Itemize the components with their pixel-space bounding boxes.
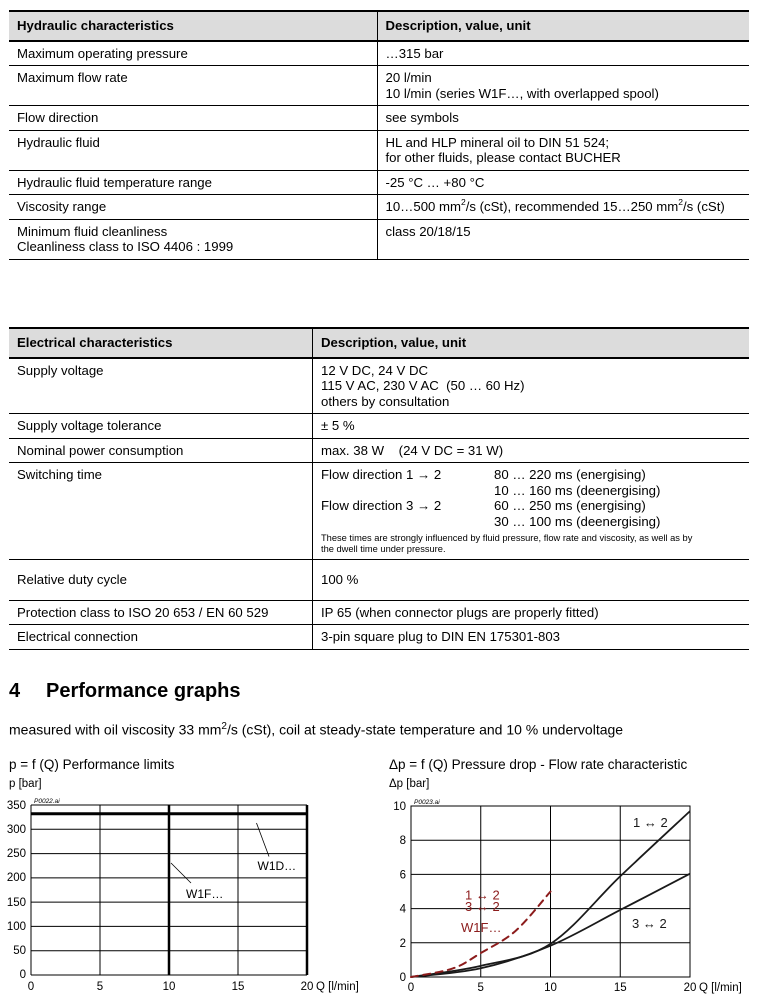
svg-text:W1D…: W1D… (258, 859, 297, 873)
svg-text:150: 150 (7, 897, 26, 909)
svg-text:5: 5 (478, 982, 484, 994)
svg-text:Q [l/min]: Q [l/min] (699, 982, 742, 994)
svg-text:0: 0 (28, 981, 34, 993)
svg-text:8: 8 (400, 835, 406, 847)
svg-text:50: 50 (13, 945, 26, 957)
svg-text:300: 300 (7, 824, 26, 836)
svg-text:3 ↔ 2: 3 ↔ 2 (632, 916, 667, 931)
svg-text:20: 20 (684, 982, 697, 994)
svg-text:Q [l/min]: Q [l/min] (316, 981, 359, 993)
svg-text:350: 350 (7, 800, 26, 812)
svg-text:2: 2 (400, 938, 406, 950)
svg-text:0: 0 (20, 969, 26, 981)
svg-text:3 ↔ 2: 3 ↔ 2 (465, 899, 500, 914)
svg-text:200: 200 (7, 872, 26, 884)
svg-text:10: 10 (163, 981, 176, 993)
svg-text:10: 10 (393, 801, 406, 813)
svg-text:0: 0 (408, 982, 414, 994)
svg-text:10: 10 (544, 982, 557, 994)
svg-text:1 ↔ 2: 1 ↔ 2 (633, 815, 668, 830)
svg-text:0: 0 (400, 972, 406, 984)
svg-text:4: 4 (400, 904, 407, 916)
svg-text:20: 20 (301, 981, 314, 993)
svg-text:5: 5 (97, 981, 103, 993)
svg-text:6: 6 (400, 869, 406, 881)
svg-text:100: 100 (7, 921, 26, 933)
svg-text:W1F…: W1F… (186, 887, 223, 901)
svg-text:W1F…: W1F… (461, 920, 501, 935)
svg-text:15: 15 (614, 982, 627, 994)
svg-text:250: 250 (7, 848, 26, 860)
svg-text:15: 15 (232, 981, 245, 993)
svg-text:P0023.ai: P0023.ai (414, 799, 440, 806)
svg-text:P0022.ai: P0022.ai (34, 798, 60, 805)
